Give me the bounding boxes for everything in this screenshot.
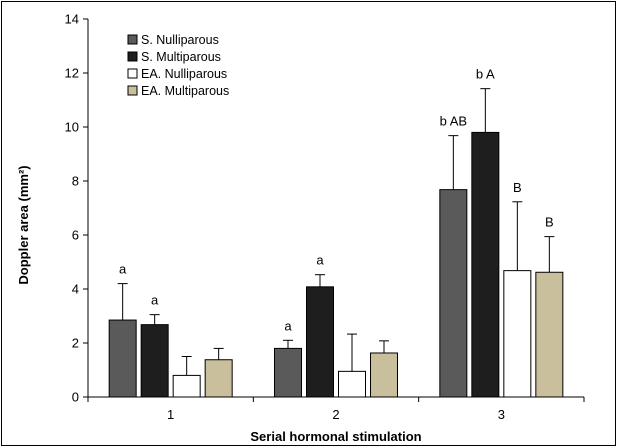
- significance-label: a: [284, 318, 292, 333]
- bar: [439, 189, 468, 398]
- y-axis-label: Doppler area (mm²): [16, 165, 31, 284]
- y-tick-label: 12: [65, 66, 79, 81]
- bar: [338, 370, 366, 398]
- bar: [370, 352, 398, 398]
- y-tick-label: 2: [72, 336, 79, 351]
- bar: [274, 347, 302, 398]
- legend-swatch: [127, 85, 138, 96]
- x-tick-label: 2: [332, 407, 339, 422]
- bar: [172, 374, 201, 398]
- y-tick-label: 14: [65, 12, 79, 27]
- legend-label: EA. Multiparous: [141, 84, 229, 98]
- bar: [108, 319, 137, 398]
- significance-label: b A: [476, 67, 495, 82]
- y-tick-label: 0: [72, 390, 79, 405]
- x-tick-label: 3: [498, 407, 505, 422]
- bar: [535, 271, 564, 398]
- legend-swatch: [127, 51, 138, 62]
- bar: [204, 359, 233, 398]
- bar: [306, 286, 334, 398]
- legend-label: S. Nulliparous: [141, 33, 219, 47]
- y-tick-label: 10: [65, 120, 79, 135]
- legend-swatch: [127, 68, 138, 79]
- significance-label: B: [545, 215, 554, 230]
- chart-legend: S. Nulliparous S. Multiparous EA. Nullipar…: [127, 33, 229, 98]
- y-tick-label: 6: [72, 228, 79, 243]
- bar: [471, 131, 500, 398]
- significance-label: B: [513, 180, 522, 195]
- significance-label: a: [316, 253, 324, 268]
- y-tick-label: 4: [72, 282, 79, 297]
- x-tick-label: 1: [167, 407, 174, 422]
- legend-label: EA. Nulliparous: [141, 67, 227, 81]
- bar: [140, 324, 169, 398]
- significance-label: a: [151, 293, 159, 308]
- y-tick-label: 8: [72, 174, 79, 189]
- bar: [503, 270, 532, 398]
- legend-label: S. Multiparous: [141, 50, 221, 64]
- legend-swatch: [127, 34, 138, 45]
- x-axis-label: Serial hormonal stimulation: [250, 429, 421, 444]
- significance-label: a: [119, 262, 127, 277]
- significance-label: b AB: [440, 114, 467, 129]
